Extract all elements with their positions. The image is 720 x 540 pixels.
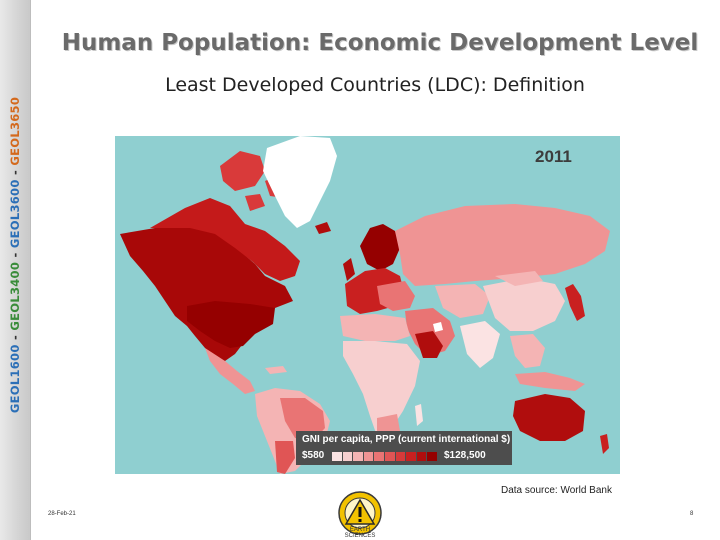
canada-north: [150, 198, 300, 281]
legend-max-value: $128,500: [444, 450, 486, 461]
legend-swatch: [353, 452, 364, 461]
south-asia: [460, 321, 500, 368]
eastern-europe: [377, 281, 415, 311]
world-map: [115, 136, 620, 474]
brazil: [280, 398, 325, 441]
uk: [343, 258, 355, 281]
slide-title: Human Population: Economic Development L…: [61, 30, 699, 56]
north-africa: [340, 314, 410, 341]
iceland: [315, 222, 331, 234]
legend-title: GNI per capita, PPP (current internation…: [302, 434, 511, 445]
africa: [343, 341, 420, 436]
world-map-graphic: [120, 136, 610, 474]
australia: [513, 394, 585, 441]
scandinavia: [360, 224, 400, 271]
gulf-states: [433, 322, 443, 332]
legend-swatch: [342, 452, 354, 461]
korea-japan: [565, 284, 585, 321]
canadian-islands: [220, 151, 293, 211]
legend-color-scale: [332, 452, 438, 461]
legend-swatch: [332, 452, 343, 461]
data-source: Data source: World Bank: [501, 485, 612, 496]
legend-swatch: [427, 452, 438, 461]
course-code-2: GEOL3400: [8, 261, 22, 331]
russia: [395, 204, 610, 286]
logo-caption: EARTH SCIENCES: [344, 527, 376, 539]
course-code-3: GEOL3600: [8, 179, 22, 249]
slide-subtitle: Least Developed Countries (LDC): Definit…: [165, 74, 585, 96]
course-code-1: GEOL1600: [8, 344, 22, 414]
course-separator: -: [8, 330, 22, 345]
legend-swatch: [384, 452, 396, 461]
slide-date: 28-Feb-21: [48, 511, 76, 517]
mongolia: [495, 271, 543, 286]
side-bar: GEOL1600 - GEOL3400 - GEOL3600 - GEOL365…: [0, 0, 31, 540]
legend-swatch: [363, 452, 375, 461]
legend-swatch: [395, 452, 407, 461]
central-asia: [435, 284, 490, 318]
page-number: 8: [690, 511, 694, 517]
legend-swatch: [406, 452, 417, 461]
china: [483, 278, 565, 331]
legend-swatch: [374, 452, 385, 461]
course-separator: -: [8, 248, 22, 262]
indonesia: [515, 372, 585, 391]
madagascar: [415, 404, 423, 426]
warning-sign-icon: [338, 491, 382, 535]
legend-swatch: [416, 452, 428, 461]
legend-min-value: $580: [302, 450, 325, 461]
course-code-4: GEOL3650: [8, 96, 22, 166]
mexico: [205, 348, 255, 394]
course-separator: -: [8, 165, 22, 180]
caribbean: [265, 366, 287, 374]
new-zealand: [600, 434, 609, 454]
map-legend: GNI per capita, PPP (current internation…: [296, 431, 512, 465]
usa: [187, 301, 275, 348]
course-codes: GEOL1600 - GEOL3400 - GEOL3600 - GEOL365…: [8, 97, 22, 413]
arabian-peninsula: [415, 331, 443, 358]
greenland: [263, 136, 337, 228]
southeast-asia: [510, 334, 545, 368]
map-year: 2011: [535, 147, 572, 166]
argentina-chile: [275, 441, 295, 474]
